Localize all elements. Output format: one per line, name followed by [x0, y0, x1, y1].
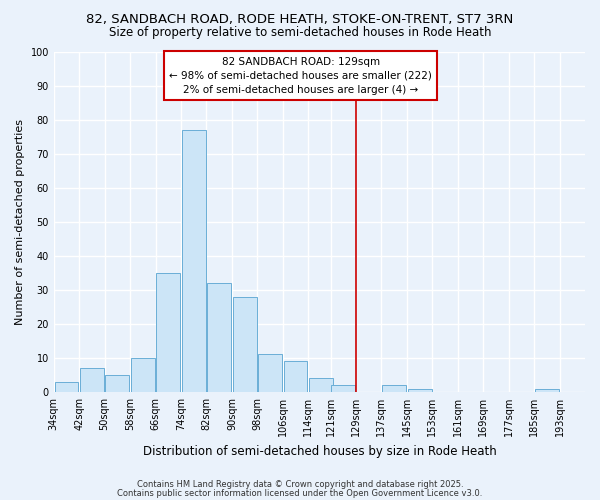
Text: 82, SANDBACH ROAD, RODE HEATH, STOKE-ON-TRENT, ST7 3RN: 82, SANDBACH ROAD, RODE HEATH, STOKE-ON-… — [86, 12, 514, 26]
Text: Contains HM Land Registry data © Crown copyright and database right 2025.: Contains HM Land Registry data © Crown c… — [137, 480, 463, 489]
Text: 82 SANDBACH ROAD: 129sqm
← 98% of semi-detached houses are smaller (222)
2% of s: 82 SANDBACH ROAD: 129sqm ← 98% of semi-d… — [169, 56, 432, 94]
Bar — [106, 375, 130, 392]
Bar — [258, 354, 282, 392]
Bar — [233, 296, 257, 392]
Bar — [407, 388, 431, 392]
Bar — [182, 130, 206, 392]
Bar — [157, 273, 180, 392]
Bar — [207, 283, 231, 392]
Text: Contains public sector information licensed under the Open Government Licence v3: Contains public sector information licen… — [118, 488, 482, 498]
Bar — [382, 385, 406, 392]
Bar — [284, 362, 307, 392]
Bar — [55, 382, 79, 392]
Text: Size of property relative to semi-detached houses in Rode Heath: Size of property relative to semi-detach… — [109, 26, 491, 39]
Bar — [131, 358, 155, 392]
Y-axis label: Number of semi-detached properties: Number of semi-detached properties — [15, 118, 25, 324]
Bar — [331, 385, 355, 392]
X-axis label: Distribution of semi-detached houses by size in Rode Heath: Distribution of semi-detached houses by … — [143, 444, 496, 458]
Bar — [80, 368, 104, 392]
Bar — [535, 388, 559, 392]
Bar — [309, 378, 333, 392]
